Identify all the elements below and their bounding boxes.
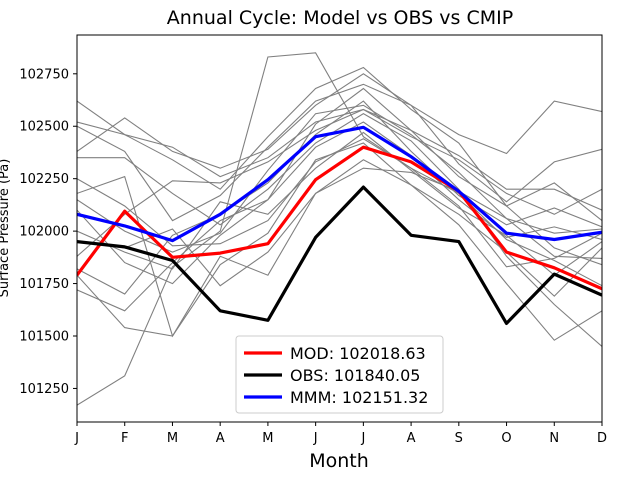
main-series-lines <box>77 125 602 325</box>
cmip-model-line-9 <box>77 108 602 257</box>
cmip-model-line-7 <box>77 113 602 347</box>
y-tick-label: 102750 <box>19 67 69 82</box>
x-tick-label: J <box>313 431 318 446</box>
y-tick-label: 101750 <box>19 277 69 292</box>
y-axis-label: Surface Pressure (Pa) <box>0 159 12 298</box>
y-tick-label: 101500 <box>19 330 69 345</box>
legend-label-mod: MOD: 102018.63 <box>290 344 426 363</box>
x-axis-label: Month <box>309 450 369 472</box>
series-line-obs <box>77 185 602 325</box>
x-tick-label: D <box>597 431 607 446</box>
cmip-model-line-6 <box>77 87 602 285</box>
x-tick-label: N <box>549 431 559 446</box>
plot-frame <box>76 34 603 423</box>
series-line-mod <box>77 145 602 291</box>
x-tick-label: M <box>167 431 178 446</box>
cmip-model-line-4 <box>77 167 602 338</box>
x-tick-label: J <box>74 431 79 446</box>
y-tick-label: 102000 <box>19 225 69 240</box>
cmip-model-line-13 <box>77 142 602 341</box>
cmip-model-lines <box>77 52 602 406</box>
y-tick-label: 101250 <box>19 382 69 397</box>
chart-title: Annual Cycle: Model vs OBS vs CMIP <box>167 7 513 29</box>
x-tick-label: A <box>216 431 225 446</box>
y-tick-label: 102500 <box>19 120 69 135</box>
x-tick-label: F <box>121 431 128 446</box>
legend-label-obs: OBS: 101840.05 <box>290 366 420 385</box>
cmip-model-line-8 <box>77 108 602 215</box>
x-tick-label: A <box>407 431 416 446</box>
cmip-model-line-12 <box>77 100 602 295</box>
x-tick-label: S <box>455 431 463 446</box>
cmip-model-line-2 <box>77 73 602 169</box>
x-tick-label: O <box>501 431 511 446</box>
cmip-model-line-11 <box>77 159 602 297</box>
cmip-model-line-3 <box>77 52 602 406</box>
series-line-mmm <box>77 125 602 243</box>
y-tick-label: 102250 <box>19 172 69 187</box>
legend: MOD: 102018.63 OBS: 101840.05 MMM: 102151.… <box>235 335 444 414</box>
legend-box <box>235 335 444 414</box>
legend-label-mmm: MMM: 102151.32 <box>290 388 428 407</box>
x-tick-label: M <box>262 431 273 446</box>
y-axis: 101250 101500 101750 102000 102250 102500 1027… <box>19 67 77 397</box>
cmip-model-line-5 <box>77 83 602 222</box>
x-tick-label: J <box>360 431 365 446</box>
cmip-model-line-1 <box>77 66 602 222</box>
